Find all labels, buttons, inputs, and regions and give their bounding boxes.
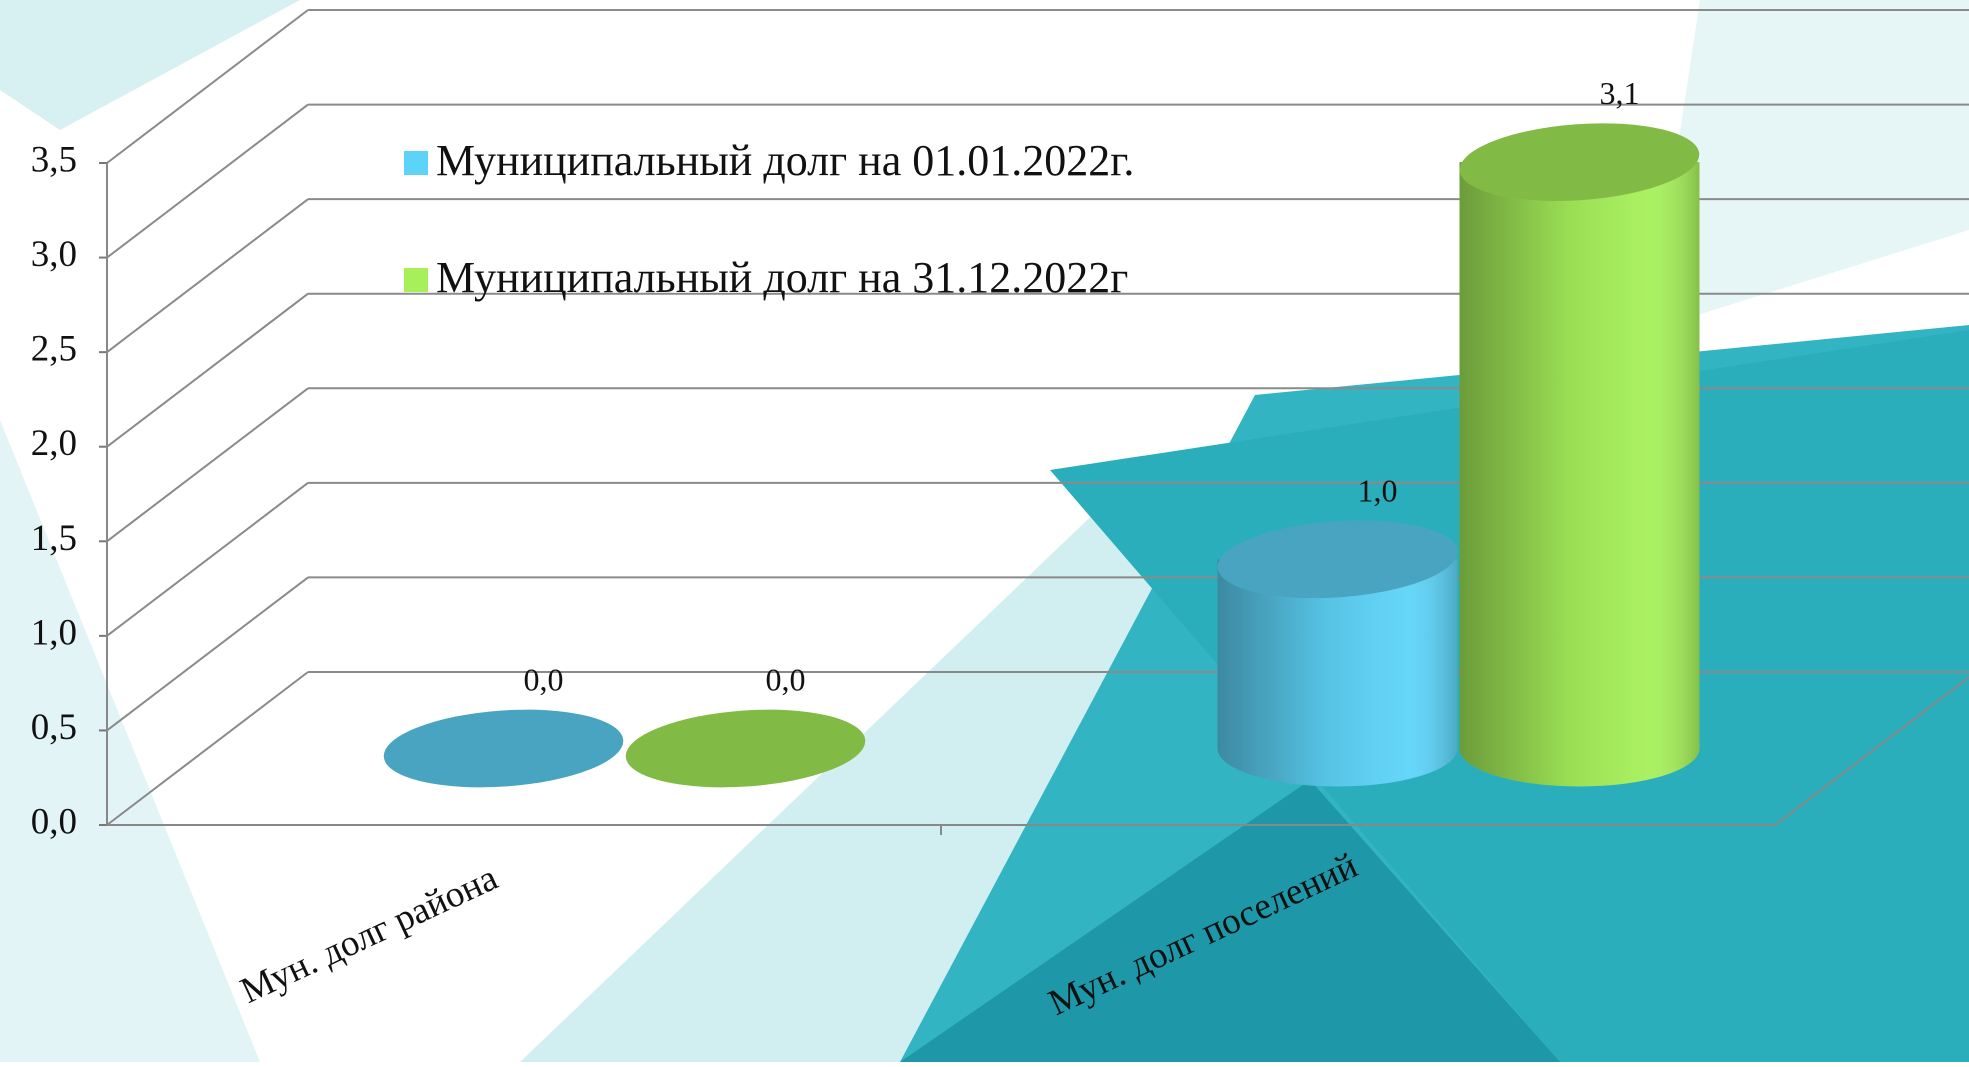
side-grid-line [106,103,309,259]
side-grid-line [106,671,309,826]
cylinder: 0,0 [625,662,866,788]
y-tick-label: 0,0 [31,801,77,842]
cylinder-top [1217,520,1458,599]
cylinder: 3,1 [1459,75,1700,787]
side-grid-line [106,576,309,732]
cylinder: 1,0 [1217,472,1458,787]
cylinder: 0,0 [383,662,624,788]
floor-side [1774,676,1969,826]
y-tick-label: 0,5 [31,707,77,748]
y-tick-label: 1,0 [31,612,77,653]
y-tick-label: 3,0 [31,234,77,275]
side-grid-line [106,9,309,164]
cylinder-shade [1459,162,1700,787]
side-grid-line [106,292,309,448]
y-tick-label: 1,5 [31,518,77,559]
side-grid-line [106,387,309,543]
legend-swatch [404,151,428,175]
y-tick-label: 3,5 [31,139,77,180]
value-label: 0,0 [766,662,806,698]
bars: 0,0 0,0 1,0 3,1 [383,75,1700,788]
side-grid-line [106,482,309,637]
legend-label: Муниципальный долг на 01.01.2022г. [436,136,1134,185]
legend: Муниципальный долг на 01.01.2022г. Муниц… [404,136,1134,302]
value-label: 3,1 [1600,75,1640,111]
y-tick-label: 2,0 [31,423,77,464]
side-grid-line [106,198,309,353]
cylinder-top [625,709,866,788]
y-tick-label: 2,5 [31,329,77,370]
cylinder-shade [1217,559,1458,787]
cylinder-top-shade [1217,520,1458,599]
value-label: 0,0 [524,662,564,698]
cylinder-top-shade [625,709,866,788]
value-label: 1,0 [1358,472,1398,508]
cylinder-top [383,709,624,788]
cylinder-top [1459,123,1700,201]
legend-label: Муниципальный долг на 31.12.2022г [436,253,1128,302]
cylinder-top-shade [383,709,624,788]
legend-swatch [404,268,428,292]
cylinder-top-shade [1459,123,1700,201]
